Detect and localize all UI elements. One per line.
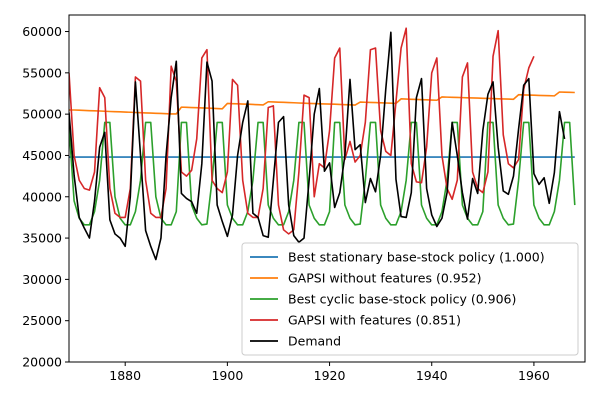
- y-tick-label: 50000: [22, 107, 62, 122]
- legend-box: [241, 242, 579, 356]
- y-tick-label: 25000: [22, 313, 62, 328]
- series-layer: [69, 27, 576, 261]
- x-tick-label: 1900: [211, 368, 243, 383]
- series-line-5: [69, 31, 566, 261]
- y-tick-label: 30000: [22, 272, 62, 287]
- y-tick-label: 45000: [22, 148, 62, 163]
- legend-label: Demand: [288, 334, 341, 349]
- y-tick-label: 60000: [22, 24, 62, 39]
- y-tick-label: 40000: [22, 189, 62, 204]
- x-tick-label: 1880: [109, 368, 141, 383]
- series-line-4: [69, 27, 535, 235]
- x-tick-label: 1940: [416, 368, 448, 383]
- legend-label: GAPSI without features (0.952): [288, 271, 482, 286]
- legend-label: Best cyclic base-stock policy (0.906): [288, 292, 516, 307]
- plot-frame: [68, 14, 586, 363]
- axes-layer: 1880 1900 1920 1940 1960 20000 25000 30000 35000…: [22, 14, 586, 383]
- y-tick-label: 35000: [22, 231, 62, 246]
- x-tick-label: 1920: [314, 368, 346, 383]
- legend-label: Best stationary base-stock policy (1.000…: [288, 250, 545, 265]
- y-tick-label: 20000: [22, 355, 62, 370]
- legend: Best stationary base-stock policy (1.000…: [241, 242, 579, 356]
- y-tick-label: 55000: [22, 65, 62, 80]
- legend-label: GAPSI with features (0.851): [288, 313, 461, 328]
- x-tick-label: 1960: [518, 368, 550, 383]
